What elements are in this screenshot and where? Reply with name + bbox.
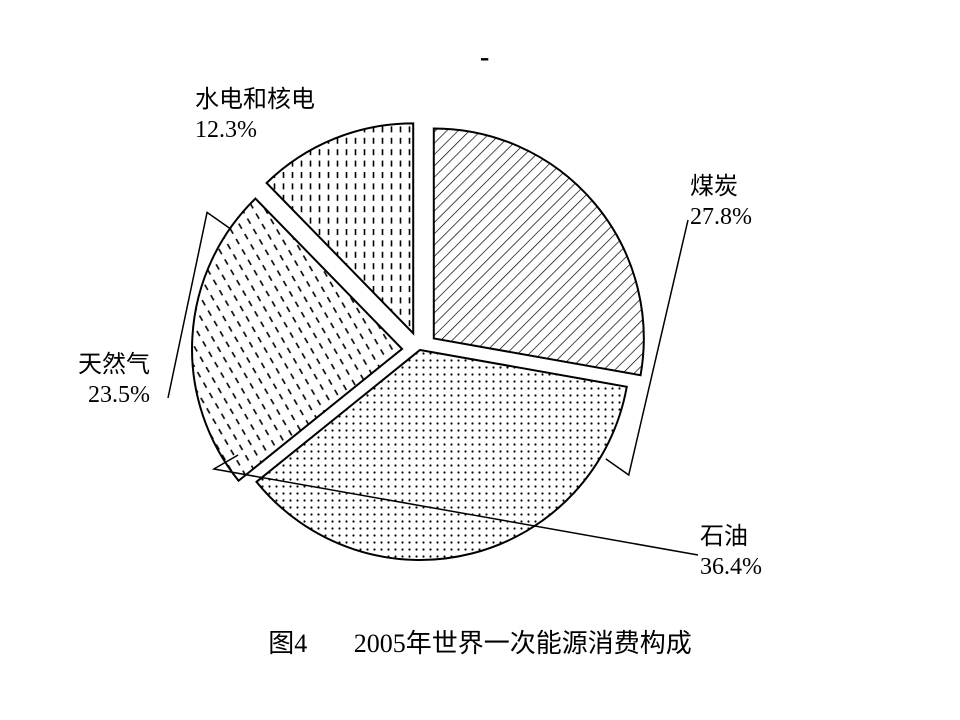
slice-label-coal-name: 煤炭 — [690, 172, 752, 202]
pie-slice-coal — [434, 128, 644, 375]
slice-label-coal-percent: 27.8% — [690, 202, 752, 232]
slice-label-hydro: 水电和核电12.3% — [195, 85, 315, 145]
slice-label-hydro-name: 水电和核电 — [195, 85, 315, 115]
slice-label-oil-name: 石油 — [700, 522, 762, 552]
top-dash-mark: - — [480, 40, 489, 75]
figure-caption: 图4 2005年世界一次能源消费构成 — [0, 628, 960, 661]
slice-label-coal: 煤炭27.8% — [690, 172, 752, 232]
slice-label-oil-percent: 36.4% — [700, 552, 762, 582]
slice-label-hydro-percent: 12.3% — [195, 115, 315, 145]
caption-figure-number: 图4 — [268, 629, 307, 658]
slice-label-gas: 天然气23.5% — [78, 350, 150, 410]
caption-title: 2005年世界一次能源消费构成 — [354, 629, 692, 658]
pie-slices-group — [192, 123, 644, 560]
pie-chart-figure: 煤炭27.8% 石油36.4% 天然气23.5% 水电和核电12.3% - 图4 20… — [0, 0, 960, 720]
slice-label-gas-percent: 23.5% — [78, 380, 150, 410]
slice-label-gas-name: 天然气 — [78, 350, 150, 380]
slice-label-oil: 石油36.4% — [700, 522, 762, 582]
